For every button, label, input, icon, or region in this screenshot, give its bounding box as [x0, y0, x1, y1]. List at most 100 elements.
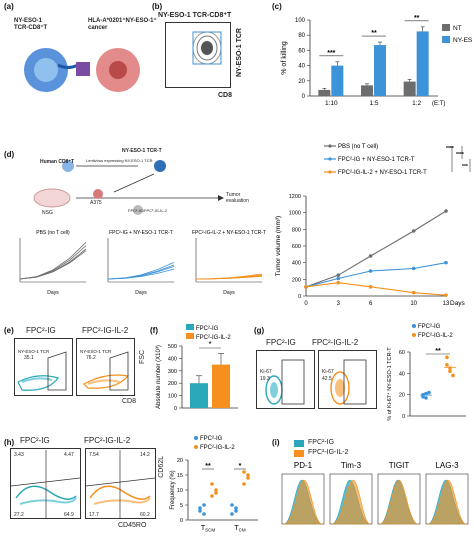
c-bar [331, 65, 344, 96]
panel-g-right-title: FPC²-IG-IL-2 [312, 338, 359, 347]
panel-i-label: (i) [272, 438, 280, 447]
panel-h-xlabel: CD45RO [118, 522, 147, 529]
c-legend-label: NT [453, 25, 462, 32]
h-point [242, 470, 246, 474]
d-x-tick-label: 3 [337, 301, 341, 307]
c-y-tick-label: 80 [298, 33, 305, 39]
h-sig-label: ** [205, 463, 211, 470]
panel-b-flow-plot [165, 22, 231, 88]
i-histogram-peak [379, 479, 419, 525]
d-y-tick-label: 0 [298, 294, 301, 300]
panel-h-ylabel: CD62L [158, 456, 165, 478]
i-marker-label: LAG-3 [435, 461, 459, 470]
h-point [234, 506, 238, 510]
g-y-tick-label: 0 [402, 414, 405, 420]
g-sig-label: ** [435, 348, 441, 355]
c-legend-swatch [442, 36, 450, 43]
panel-e-xlabel: CD8 [122, 398, 137, 405]
h-x-tick-sub: SCM [205, 528, 215, 533]
i-marker-label: Tim-3 [341, 461, 362, 470]
d-y-tick-label: 400 [292, 261, 301, 267]
h-point [214, 491, 218, 495]
i-histogram-peak [331, 479, 371, 525]
c-bar [361, 85, 373, 96]
g-point [424, 391, 428, 396]
g-y-label: % of Ki-67⁺ NY-ESO-1 TCR-T [386, 347, 393, 421]
f-bar [212, 364, 230, 408]
panel-g-label: (g) [254, 326, 265, 335]
panel-d-small-plots: PBS (no T cell) Days FPC²-IG + NY-ESO-1 TC… [19, 230, 266, 296]
panel-f-chart: FPC²-IG FPC²-IG-IL-2 0 100 200 300 400 500 Absol… [156, 324, 238, 412]
f-legend-label: FPC²-IG-IL-2 [196, 335, 231, 341]
d-legend-dot [328, 170, 332, 174]
panel-g-left-gate: Ki-67 [260, 369, 272, 375]
h-x-tick-sub: CM [239, 528, 246, 533]
panel-d-human-cd8: Human CD8⁺T [40, 159, 75, 165]
f-y-tick-label: 0 [174, 406, 177, 412]
d-small-title: FPC²-IG + NY-ESO-1 TCR-T [109, 230, 173, 236]
d-point [336, 280, 341, 285]
c-bar [374, 45, 386, 96]
g-point [448, 369, 452, 373]
d-series-line [305, 210, 447, 288]
g-point [427, 390, 431, 395]
panel-d-nsg: NSG [42, 210, 53, 216]
d-x-label: Days [450, 300, 466, 307]
panel-g-left-value: 19.3 [260, 376, 270, 382]
panel-h-right-title: FPC²-IG-IL-2 [84, 436, 131, 445]
i-marker-label: PD-1 [294, 461, 313, 470]
f-legend-label: FPC²-IG [196, 326, 219, 332]
h-y-tick-label: 10 [177, 488, 183, 494]
panel-h-left-q3: 27.2 [14, 512, 24, 518]
i-histogram-peak [283, 479, 323, 525]
d-y-label: Tumor volume (mm³) [275, 216, 282, 276]
panel-h-left-q1: 3.43 [14, 452, 24, 458]
panel-e-left-title: FPC²-IG [26, 326, 56, 335]
d-sig-label: *** [462, 164, 468, 170]
h-legend-dot [194, 445, 198, 449]
d-small-title: PBS (no T cell) [36, 230, 70, 236]
panel-b-ylabel: NY-ESO-1 TCR [236, 28, 243, 78]
panel-e-right-value: 76.2 [86, 355, 96, 361]
c-bar [403, 81, 416, 96]
g-legend-dot [412, 333, 416, 337]
d-small-curve [19, 245, 87, 280]
c-bar [318, 89, 331, 96]
h-y-tick-label: 20 [177, 458, 183, 464]
panel-e-right-title: FPC²-IG-IL-2 [82, 326, 129, 335]
g-y-tick-label: 20 [399, 393, 405, 399]
d-small-x-label: Days [47, 290, 59, 296]
f-y-tick-label: 500 [168, 344, 177, 350]
panel-e-label: (e) [4, 326, 14, 335]
c-legend-swatch [442, 24, 450, 31]
c-y-tick-label: 0 [302, 94, 306, 100]
panel-g-left-title: FPC²-IG [266, 338, 296, 347]
h-legend-label: FPC²-IG-IL-2 [200, 445, 235, 451]
d-point [336, 276, 341, 281]
panel-d-line-chart: PBS (no T cell) FPC²-IG + NY-ESO-1 TCR-T F… [275, 144, 471, 307]
c-bar [416, 31, 429, 96]
panel-a-cell-right: HLA-A*0201⁺NY-ESO-1⁺ cancer [88, 18, 157, 31]
d-point [368, 254, 373, 258]
g-point [421, 395, 425, 399]
d-point [411, 266, 416, 271]
panel-h-left-title: FPC²-IG [20, 436, 50, 445]
d-y-tick-label: 1200 [289, 194, 301, 200]
d-legend-label: PBS (no T cell) [338, 144, 378, 150]
panel-d-tumor-eval: Tumor evaluation [226, 192, 249, 204]
h-point [202, 512, 206, 516]
panel-e-right-gate: NY-ESO-1 TCR [80, 349, 112, 354]
panel-d-schematic [33, 160, 224, 215]
h-x-tick-label: TCM [234, 525, 246, 533]
panel-e-flow-plots [14, 338, 135, 396]
c-sig-label: ** [371, 30, 377, 37]
panel-g-right-gate: Ki-67 [322, 369, 334, 375]
panel-g-chart: FPC²-IG FPC²-IG-IL-2 0 20 40 60 % of Ki-67⁺ NY… [386, 324, 466, 421]
panel-h-flow-plots [10, 448, 156, 519]
c-sig-label: ** [414, 15, 420, 22]
d-small-x-label: Days [135, 290, 147, 296]
panel-h-right-q1: 7.54 [89, 452, 99, 458]
panel-h-right-q4: 60.2 [140, 512, 150, 518]
g-point [451, 373, 455, 378]
